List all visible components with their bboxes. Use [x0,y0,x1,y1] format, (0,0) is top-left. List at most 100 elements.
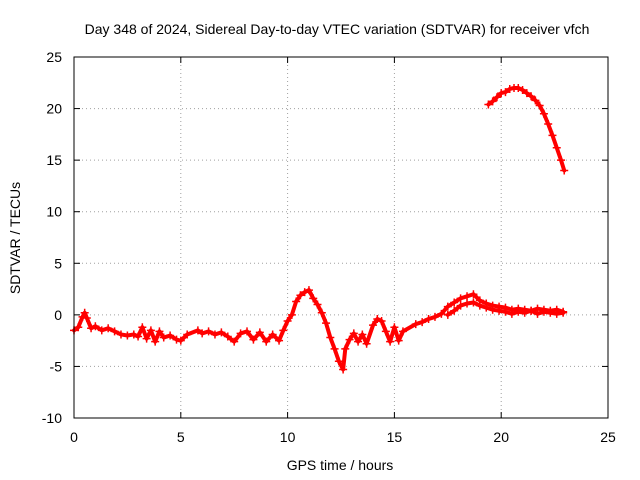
x-tick-label: 5 [177,429,185,445]
data-point [230,337,239,346]
series-track-high [484,83,569,175]
data-point [326,333,335,342]
data-point [166,331,175,340]
data-point [236,329,245,338]
data-point [552,143,561,152]
y-tick-label: 15 [46,152,62,168]
data-point [497,89,506,98]
data-point [217,328,226,337]
data-point [330,344,339,353]
data-point [176,336,185,345]
data-point [138,323,147,332]
data-point [492,93,501,102]
data-point [339,365,348,374]
data-point [501,307,510,316]
data-point [373,314,382,323]
data-point [552,309,561,318]
data-point [411,320,420,329]
data-point [456,294,465,303]
data-point [484,100,493,109]
data-point [390,323,399,332]
data-point [535,101,544,110]
data-point [151,337,160,346]
data-point [358,330,367,339]
plot-frame [73,56,609,419]
series-band [486,85,567,173]
data-point [304,286,313,295]
data-point [518,86,527,95]
y-tick-label: 25 [46,49,62,65]
data-point [243,327,252,336]
data-point [78,312,87,321]
data-point [381,327,390,336]
data-point [322,319,331,328]
data-point [463,292,472,301]
data-point [223,332,232,341]
data-point [527,306,536,315]
data-point [443,302,452,311]
data-point [501,88,510,97]
x-tick-label: 25 [600,429,616,445]
data-point [430,312,439,321]
data-point [313,300,322,309]
data-point [198,329,207,338]
axis-ticks: 0 5 10 15 20 25 -10 -5 0 5 10 15 20 25 [42,49,616,445]
data-point [548,131,557,140]
data-point [507,309,516,318]
data-point [495,306,504,315]
data-point [469,290,478,299]
data-point [533,309,542,318]
data-point [91,322,100,331]
data-point [559,308,568,317]
data-point [482,303,491,312]
data-point [394,336,403,345]
data-point [514,83,523,92]
data-point [123,331,132,340]
data-point [531,96,540,105]
data-point [268,330,277,339]
data-point [469,298,478,307]
data-point [539,307,548,316]
data-point [386,337,395,346]
series-track-lower [443,298,568,319]
data-point [539,109,548,118]
data-point [456,301,465,310]
data-point [159,333,168,342]
x-tick-label: 20 [493,429,509,445]
y-tick-label: -5 [50,358,63,374]
data-point [475,301,484,310]
data-point [437,309,446,318]
data-point [544,120,553,129]
data-point [488,305,497,314]
data-point [560,166,569,175]
data-point [292,297,301,306]
data-point [450,306,459,315]
data-point [279,326,288,335]
x-axis-label: GPS time / hours [287,457,394,473]
data-point [87,324,96,333]
data-point [418,318,427,327]
data-point [116,330,125,339]
data-point [522,89,531,98]
data-point [142,334,151,343]
data-point [546,308,555,317]
data-point [210,330,219,339]
data-point [349,329,358,338]
data-point [488,97,497,106]
data-point [309,294,318,303]
data-point [296,291,305,300]
data-point [424,314,433,323]
data-point [104,324,113,333]
data-point [80,308,89,317]
data-point [129,330,138,339]
data-point [341,344,350,353]
data-point [97,326,106,335]
data-point [262,337,271,346]
data-point [183,330,192,339]
data-point [82,313,91,322]
data-point [377,317,386,326]
y-tick-label: 20 [46,101,62,117]
data-point [369,321,378,330]
data-point [275,336,284,345]
